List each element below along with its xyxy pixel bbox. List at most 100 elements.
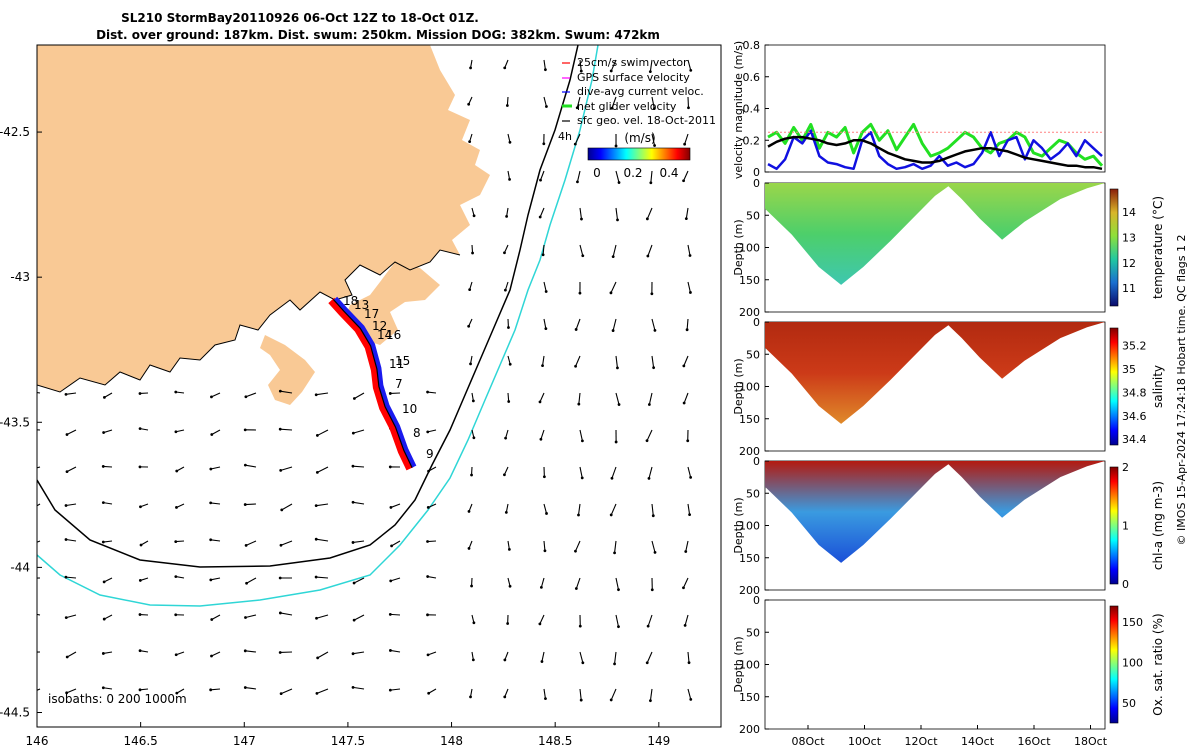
current-arrow-head xyxy=(27,651,30,654)
section-colorbar-label: temperature (°C) xyxy=(1151,196,1165,299)
current-arrow xyxy=(507,540,510,550)
current-arrow xyxy=(539,392,545,403)
current-arrow-head xyxy=(101,540,105,544)
current-arrow xyxy=(352,686,365,690)
current-arrow xyxy=(651,355,655,368)
current-arrow xyxy=(650,170,653,183)
current-arrow xyxy=(210,539,221,542)
current-arrow xyxy=(685,207,689,219)
current-arrow-head xyxy=(174,653,178,657)
current-arrow xyxy=(540,429,545,440)
isobath-1000 xyxy=(37,45,599,607)
current-arrow-head xyxy=(683,623,687,627)
section-colorbar xyxy=(1109,327,1119,446)
current-arrow-head xyxy=(64,616,68,620)
current-arrow-head xyxy=(351,500,355,504)
current-arrow xyxy=(317,651,329,659)
current-arrow-head xyxy=(426,613,429,617)
current-arrow xyxy=(245,392,257,398)
current-arrow-head xyxy=(508,362,512,366)
day-label: 17 xyxy=(364,307,379,321)
current-arrow-head xyxy=(647,476,651,480)
current-arrow xyxy=(651,318,656,331)
current-arrow-head xyxy=(245,581,248,585)
current-arrow-head xyxy=(28,469,31,472)
current-arrow-head xyxy=(314,537,318,541)
current-arrow-head xyxy=(686,439,690,443)
current-arrow xyxy=(543,59,546,70)
current-arrow-head xyxy=(652,366,656,370)
current-arrow-head xyxy=(543,549,547,553)
current-arrow-head xyxy=(616,218,619,222)
current-arrow-head xyxy=(467,102,471,106)
current-arrow-head xyxy=(175,506,178,509)
current-arrow-head xyxy=(209,688,213,692)
section-tick-label: 50 xyxy=(746,487,760,500)
current-arrow-head xyxy=(210,618,214,621)
current-arrow xyxy=(353,614,365,621)
section-panel-1: 0 50 100 150 200 Depth (m) 34.4 34.6 34.8 35 35.2 s… xyxy=(732,316,1165,458)
current-arrow-head xyxy=(315,434,319,437)
current-arrow xyxy=(612,318,617,331)
current-arrow xyxy=(211,614,221,620)
section-colorbar-tick: 35.2 xyxy=(1122,340,1147,353)
current-arrow xyxy=(245,503,257,506)
current-arrow-head xyxy=(278,576,282,580)
current-arrow-head xyxy=(470,584,473,588)
current-arrow xyxy=(37,429,41,431)
current-arrow-head xyxy=(614,440,618,444)
current-arrow xyxy=(211,651,221,657)
current-arrow xyxy=(390,688,401,691)
current-arrow-head xyxy=(389,506,393,509)
current-arrow-head xyxy=(542,475,546,479)
current-arrow xyxy=(352,501,365,505)
current-arrow-head xyxy=(609,69,613,73)
section-ylabel: Depth (m) xyxy=(732,219,745,275)
current-arrow xyxy=(574,133,581,145)
track-swim-vectors xyxy=(328,297,414,471)
current-arrow-head xyxy=(617,588,620,592)
day-label: 12 xyxy=(372,319,387,333)
current-arrow-head xyxy=(427,691,431,695)
day-label: 7 xyxy=(395,377,403,391)
velocity-ylabel: velocity magnitude (m/s) xyxy=(732,41,745,179)
current-arrow-head xyxy=(101,501,105,505)
day-label: 9 xyxy=(426,447,434,461)
current-arrow xyxy=(684,614,689,626)
current-arrow-head xyxy=(573,142,577,146)
current-arrow-head xyxy=(315,616,318,620)
current-arrow-head xyxy=(469,362,472,366)
figure-title-line1: SL210 StormBay20110926 06-Oct 12Z to 18-… xyxy=(121,11,479,25)
current-arrow-head xyxy=(574,587,578,590)
current-arrow xyxy=(103,429,113,434)
current-arrow xyxy=(427,651,437,656)
current-arrow xyxy=(615,170,620,183)
current-arrow xyxy=(647,614,653,627)
current-arrow-head xyxy=(103,395,106,399)
current-arrow-head xyxy=(647,403,651,406)
current-arrow xyxy=(280,428,293,431)
isobath-0 xyxy=(37,249,461,393)
section-tick-label: 150 xyxy=(739,552,760,565)
current-arrow-head xyxy=(689,291,692,294)
current-arrow-head xyxy=(388,465,392,469)
current-arrow-head xyxy=(210,395,213,399)
current-arrow-head xyxy=(426,540,429,543)
current-arrow-head xyxy=(65,691,69,695)
section-colorbar-tick: 14 xyxy=(1122,206,1136,219)
current-arrow xyxy=(427,576,437,579)
velocity-tick-label: 0.4 xyxy=(743,103,761,116)
current-arrow-head xyxy=(538,622,542,626)
day-label: 15 xyxy=(395,354,410,368)
current-arrow-head xyxy=(503,251,506,255)
current-arrow-head xyxy=(580,476,584,480)
current-arrow xyxy=(66,688,77,694)
current-arrow xyxy=(610,503,617,516)
current-arrow-head xyxy=(503,66,507,70)
current-arrow xyxy=(316,614,329,619)
current-arrow xyxy=(427,429,437,433)
current-arrow-head xyxy=(315,692,319,695)
current-arrow xyxy=(610,281,617,294)
current-arrow-head xyxy=(389,579,393,583)
